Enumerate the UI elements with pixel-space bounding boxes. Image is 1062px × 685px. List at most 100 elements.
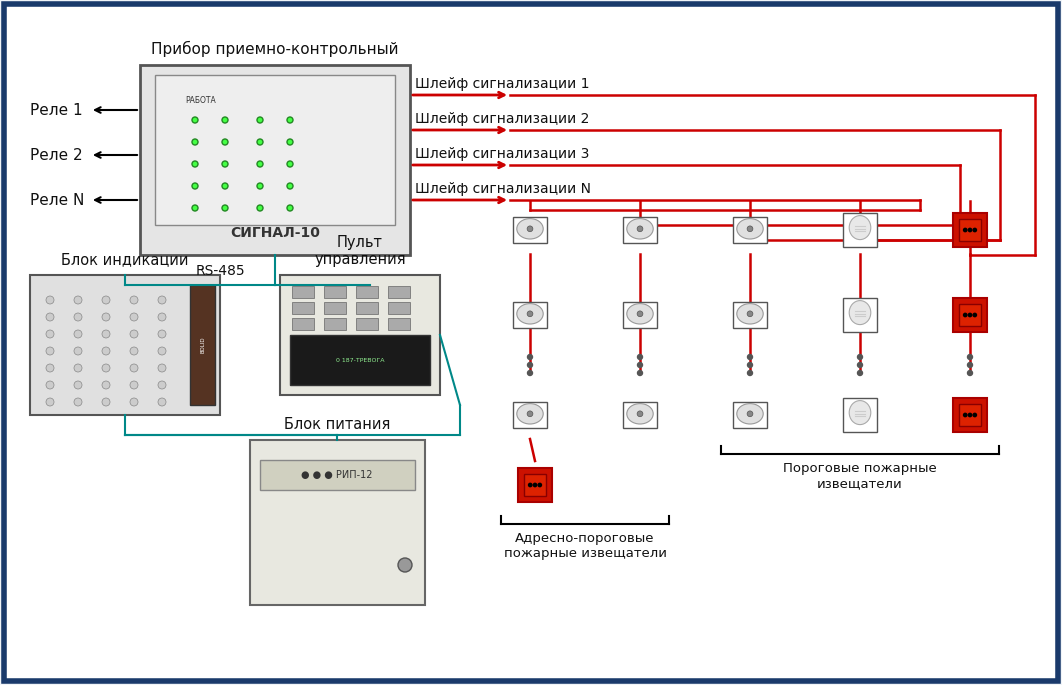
FancyBboxPatch shape — [4, 4, 1058, 681]
Bar — [292, 302, 314, 314]
FancyBboxPatch shape — [954, 398, 987, 432]
Circle shape — [287, 139, 293, 145]
FancyBboxPatch shape — [140, 65, 410, 255]
Circle shape — [398, 558, 412, 572]
Circle shape — [74, 347, 82, 355]
Ellipse shape — [737, 219, 764, 239]
Circle shape — [748, 362, 753, 367]
Ellipse shape — [517, 403, 543, 424]
Circle shape — [963, 228, 966, 232]
Circle shape — [192, 205, 198, 211]
Circle shape — [748, 371, 753, 375]
Circle shape — [74, 296, 82, 304]
Circle shape — [192, 161, 198, 167]
Circle shape — [748, 226, 753, 232]
Circle shape — [222, 139, 228, 145]
Circle shape — [46, 296, 54, 304]
Bar — [324, 286, 346, 298]
Circle shape — [287, 117, 293, 123]
Circle shape — [130, 398, 138, 406]
Text: Шлейф сигнализации 2: Шлейф сигнализации 2 — [415, 112, 589, 126]
Text: СИГНАЛ-10: СИГНАЛ-10 — [230, 226, 320, 240]
Circle shape — [158, 330, 166, 338]
Circle shape — [130, 330, 138, 338]
FancyBboxPatch shape — [959, 304, 981, 326]
FancyBboxPatch shape — [623, 302, 656, 328]
Circle shape — [857, 355, 862, 360]
Ellipse shape — [627, 303, 653, 324]
Circle shape — [222, 183, 228, 189]
Circle shape — [748, 411, 753, 416]
Circle shape — [528, 362, 532, 367]
Circle shape — [637, 226, 643, 232]
Bar — [356, 286, 378, 298]
FancyBboxPatch shape — [843, 298, 877, 332]
Bar — [324, 302, 346, 314]
Bar — [292, 318, 314, 330]
FancyBboxPatch shape — [843, 398, 877, 432]
Circle shape — [538, 484, 542, 486]
Circle shape — [74, 398, 82, 406]
Text: ● ● ● РИП-12: ● ● ● РИП-12 — [302, 470, 373, 480]
Circle shape — [973, 413, 976, 416]
FancyBboxPatch shape — [954, 298, 987, 332]
FancyBboxPatch shape — [513, 402, 547, 428]
Circle shape — [637, 371, 643, 375]
Circle shape — [257, 205, 263, 211]
Circle shape — [102, 364, 110, 372]
Circle shape — [158, 313, 166, 321]
Circle shape — [46, 398, 54, 406]
Circle shape — [637, 362, 643, 367]
Text: Шлейф сигнализации 3: Шлейф сигнализации 3 — [415, 147, 589, 161]
Text: РАБОТА: РАБОТА — [185, 95, 216, 105]
Circle shape — [102, 347, 110, 355]
Bar — [388, 318, 410, 330]
Circle shape — [74, 381, 82, 389]
Circle shape — [748, 355, 753, 360]
FancyBboxPatch shape — [733, 216, 767, 243]
Ellipse shape — [627, 403, 653, 424]
Ellipse shape — [517, 219, 543, 239]
Text: Блок индикации: Блок индикации — [62, 252, 189, 267]
Text: Шлейф сигнализации 1: Шлейф сигнализации 1 — [415, 77, 589, 91]
Circle shape — [963, 313, 966, 316]
FancyBboxPatch shape — [733, 402, 767, 428]
Circle shape — [192, 139, 198, 145]
Circle shape — [527, 226, 533, 232]
Circle shape — [46, 381, 54, 389]
FancyBboxPatch shape — [954, 213, 987, 247]
Circle shape — [46, 330, 54, 338]
Circle shape — [527, 411, 533, 416]
Circle shape — [130, 347, 138, 355]
Circle shape — [158, 398, 166, 406]
Circle shape — [102, 381, 110, 389]
FancyBboxPatch shape — [843, 213, 877, 247]
Text: Пульт
управления: Пульт управления — [314, 234, 406, 267]
Bar — [388, 302, 410, 314]
FancyBboxPatch shape — [513, 302, 547, 328]
Ellipse shape — [737, 303, 764, 324]
Circle shape — [102, 330, 110, 338]
FancyBboxPatch shape — [250, 440, 425, 605]
Circle shape — [973, 313, 976, 316]
FancyBboxPatch shape — [513, 216, 547, 243]
Circle shape — [222, 205, 228, 211]
Circle shape — [969, 313, 972, 316]
Circle shape — [528, 371, 532, 375]
FancyBboxPatch shape — [525, 474, 546, 496]
Text: RS-485: RS-485 — [195, 264, 245, 278]
Circle shape — [74, 364, 82, 372]
FancyBboxPatch shape — [623, 216, 656, 243]
Circle shape — [222, 117, 228, 123]
Circle shape — [528, 355, 532, 360]
Circle shape — [857, 371, 862, 375]
Circle shape — [529, 484, 532, 486]
FancyBboxPatch shape — [959, 219, 981, 241]
Ellipse shape — [850, 401, 871, 425]
FancyBboxPatch shape — [959, 404, 981, 426]
Circle shape — [158, 296, 166, 304]
Circle shape — [973, 228, 976, 232]
Circle shape — [74, 313, 82, 321]
Circle shape — [967, 371, 973, 375]
Bar — [356, 318, 378, 330]
